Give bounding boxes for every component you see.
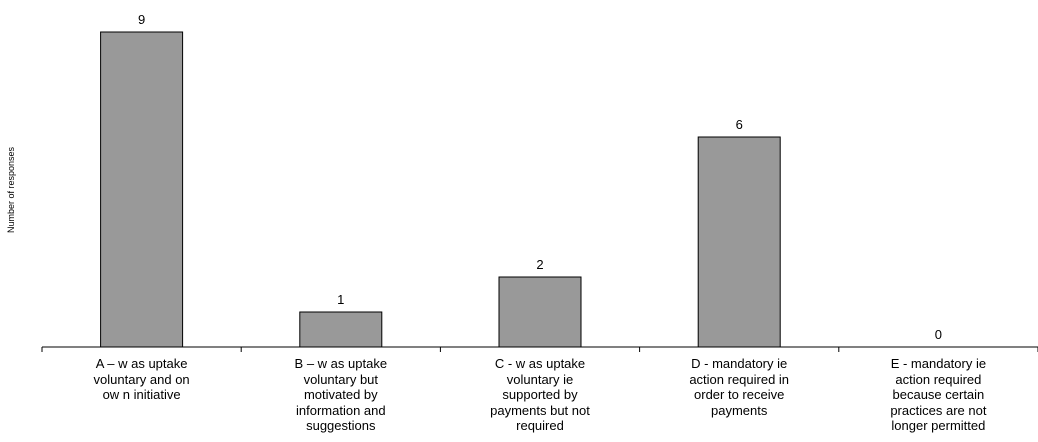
bar	[299, 311, 383, 348]
x-tick-label: A – w as uptake voluntary and on ow n init…	[47, 356, 237, 403]
x-tick-label-line: B – w as uptake	[294, 356, 388, 371]
x-tick-label-line: action required in	[689, 371, 790, 387]
x-tick-label-line: payments	[711, 402, 768, 418]
x-tick-label-line: voluntary ie	[506, 371, 574, 387]
x-tick-label-line: payments but not	[490, 402, 590, 418]
y-axis-label: Number of responses	[6, 146, 16, 233]
bar	[100, 31, 184, 348]
x-tick-label-line: voluntary but	[303, 371, 379, 387]
x-tick-label-line: voluntary and on	[93, 371, 190, 387]
x-tick-label-line: E - mandatory ie	[890, 356, 987, 371]
x-tick-label-line: ow n initiative	[102, 387, 181, 402]
x-ticks-group	[41, 347, 1038, 352]
x-tick-label-line: C - w as uptake	[494, 356, 586, 371]
x-tick-label-line: D - mandatory ie	[691, 356, 788, 371]
x-tick-label-line: motivated by	[303, 387, 378, 402]
x-tick-label: B – w as uptake voluntary but motivated by…	[246, 356, 436, 434]
x-tick-label-line: suggestions	[306, 418, 376, 433]
x-tick-label: D - mandatory ie action required in order …	[644, 356, 834, 418]
x-tick-label-line: order to receive	[694, 387, 785, 402]
bar	[697, 136, 781, 348]
bar	[498, 276, 582, 348]
x-tick-label-line: supported by	[502, 387, 578, 402]
x-tick-label-line: practices are not	[890, 402, 987, 418]
data-label: 2	[536, 257, 543, 272]
x-tick-label-line: A – w as uptake	[95, 356, 188, 371]
data-label: 1	[337, 292, 344, 307]
x-tick-label: E - mandatory ie action required because c…	[843, 356, 1033, 434]
x-tick-label-line: because certain	[892, 387, 985, 402]
x-tick-label: C - w as uptake voluntary ie supported by p…	[445, 356, 635, 434]
x-tick-label-line: longer permitted	[891, 418, 986, 433]
data-label: 6	[736, 117, 743, 132]
x-tick-label-line: required	[516, 418, 564, 433]
data-label: 9	[138, 12, 145, 27]
x-tick-label-line: information and	[295, 402, 386, 418]
x-tick-label-line: action required	[895, 371, 982, 387]
data-label: 0	[935, 327, 942, 342]
